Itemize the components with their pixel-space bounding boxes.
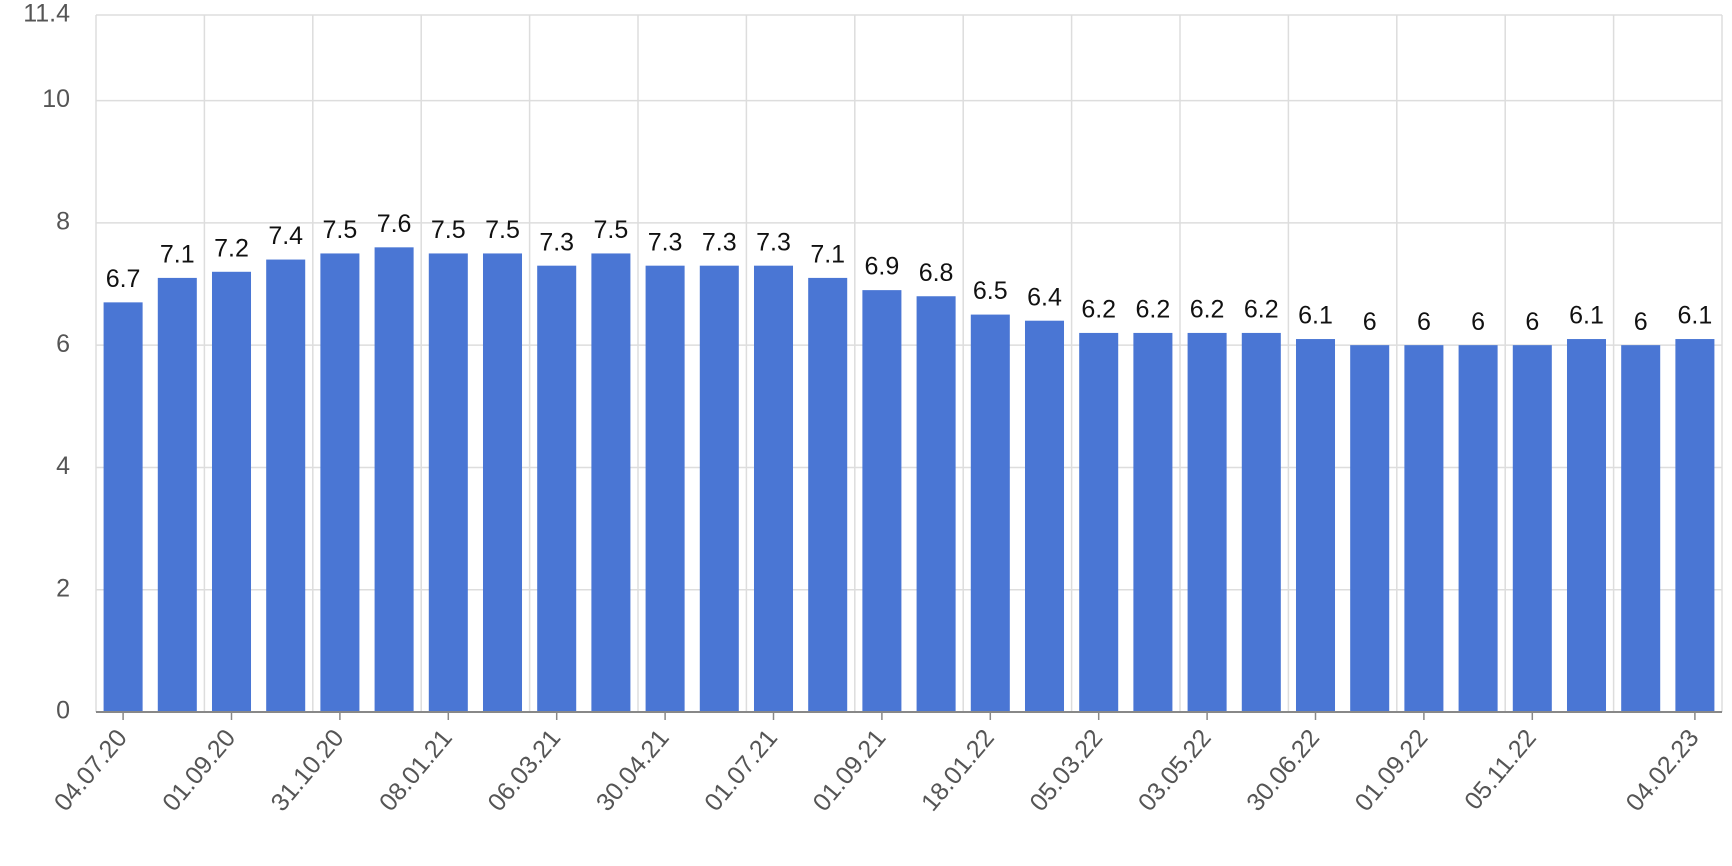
bar — [1675, 339, 1715, 712]
value-label: 6.4 — [1027, 283, 1062, 311]
bar — [482, 253, 523, 712]
value-label: 6 — [1525, 308, 1539, 336]
bar — [428, 253, 468, 712]
value-label: 6.1 — [1678, 302, 1713, 330]
value-label: 7.4 — [268, 222, 303, 250]
bar — [970, 314, 1010, 712]
bar — [1024, 320, 1065, 712]
value-label: 6.7 — [106, 265, 141, 293]
value-label: 6.5 — [973, 277, 1008, 305]
value-label: 7.5 — [323, 216, 358, 244]
value-label: 7.3 — [702, 228, 737, 256]
bar — [374, 247, 414, 713]
bar — [266, 259, 306, 712]
value-label: 7.6 — [377, 210, 412, 238]
value-label: 6 — [1634, 308, 1648, 336]
y-tick-label: 10 — [42, 85, 70, 113]
x-tick-label: 30.04.21 — [591, 724, 675, 817]
value-label: 6.2 — [1244, 296, 1279, 324]
bar — [1404, 345, 1444, 712]
x-tick-label: 08.01.21 — [374, 724, 458, 817]
value-label: 6.2 — [1136, 296, 1171, 324]
bar — [916, 296, 956, 712]
bar — [1241, 332, 1281, 712]
bar — [1350, 345, 1390, 712]
bar — [862, 290, 902, 712]
x-tick-label: 31.10.20 — [266, 724, 350, 817]
bar — [753, 265, 794, 712]
value-label: 6.9 — [865, 253, 900, 281]
value-label: 7.5 — [431, 216, 466, 244]
value-label: 7.3 — [648, 228, 683, 256]
value-label: 6.1 — [1569, 302, 1604, 330]
x-tick-label: 01.07.21 — [699, 724, 783, 817]
value-label: 7.5 — [594, 216, 629, 244]
y-tick-label: 4 — [56, 452, 70, 480]
x-tick-label: 01.09.20 — [157, 724, 241, 817]
y-tick-label: 8 — [56, 207, 70, 235]
value-label: 7.1 — [160, 241, 195, 269]
x-tick-label: 18.01.22 — [916, 724, 1000, 817]
bar — [211, 271, 252, 712]
bar — [808, 277, 848, 712]
value-label: 6.2 — [1190, 296, 1225, 324]
bar — [1566, 339, 1607, 712]
x-tick-label: 01.09.22 — [1350, 724, 1434, 817]
value-label: 6 — [1363, 308, 1377, 336]
bar — [699, 265, 739, 712]
bar — [103, 302, 143, 712]
bar — [1621, 345, 1661, 712]
x-tick-label: 03.05.22 — [1133, 724, 1217, 817]
x-tick-label: 05.03.22 — [1024, 724, 1108, 817]
value-label: 6.2 — [1081, 296, 1116, 324]
bar — [320, 253, 360, 712]
value-label: 7.2 — [214, 234, 249, 262]
bar — [157, 277, 197, 712]
bar — [537, 265, 577, 712]
y-tick-label: 0 — [56, 697, 70, 725]
bar — [591, 253, 631, 712]
y-tick-label: 6 — [56, 330, 70, 358]
bar — [645, 265, 685, 712]
x-tick-label: 01.09.21 — [808, 724, 892, 817]
value-label: 6.8 — [919, 259, 954, 287]
y-tick-label: 11.4 — [23, 0, 70, 28]
bar — [1458, 345, 1498, 712]
value-label: 6 — [1471, 308, 1485, 336]
value-label: 7.1 — [810, 241, 845, 269]
bar — [1079, 332, 1119, 712]
value-label: 6.1 — [1298, 302, 1333, 330]
x-tick-label: 04.07.20 — [49, 724, 133, 817]
value-label: 7.5 — [485, 216, 520, 244]
x-tick-label: 06.03.21 — [482, 724, 566, 817]
bar — [1512, 345, 1552, 712]
x-tick-label: 30.06.22 — [1241, 724, 1325, 817]
x-tick-label: 04.02.23 — [1621, 724, 1705, 817]
x-tick-label: 05.11.22 — [1459, 724, 1542, 815]
value-label: 6 — [1417, 308, 1431, 336]
value-label: 7.3 — [539, 228, 574, 256]
bar — [1187, 332, 1227, 712]
value-label: 7.3 — [756, 228, 791, 256]
y-tick-label: 2 — [56, 574, 70, 602]
bar — [1133, 332, 1173, 712]
bar — [1295, 339, 1336, 712]
